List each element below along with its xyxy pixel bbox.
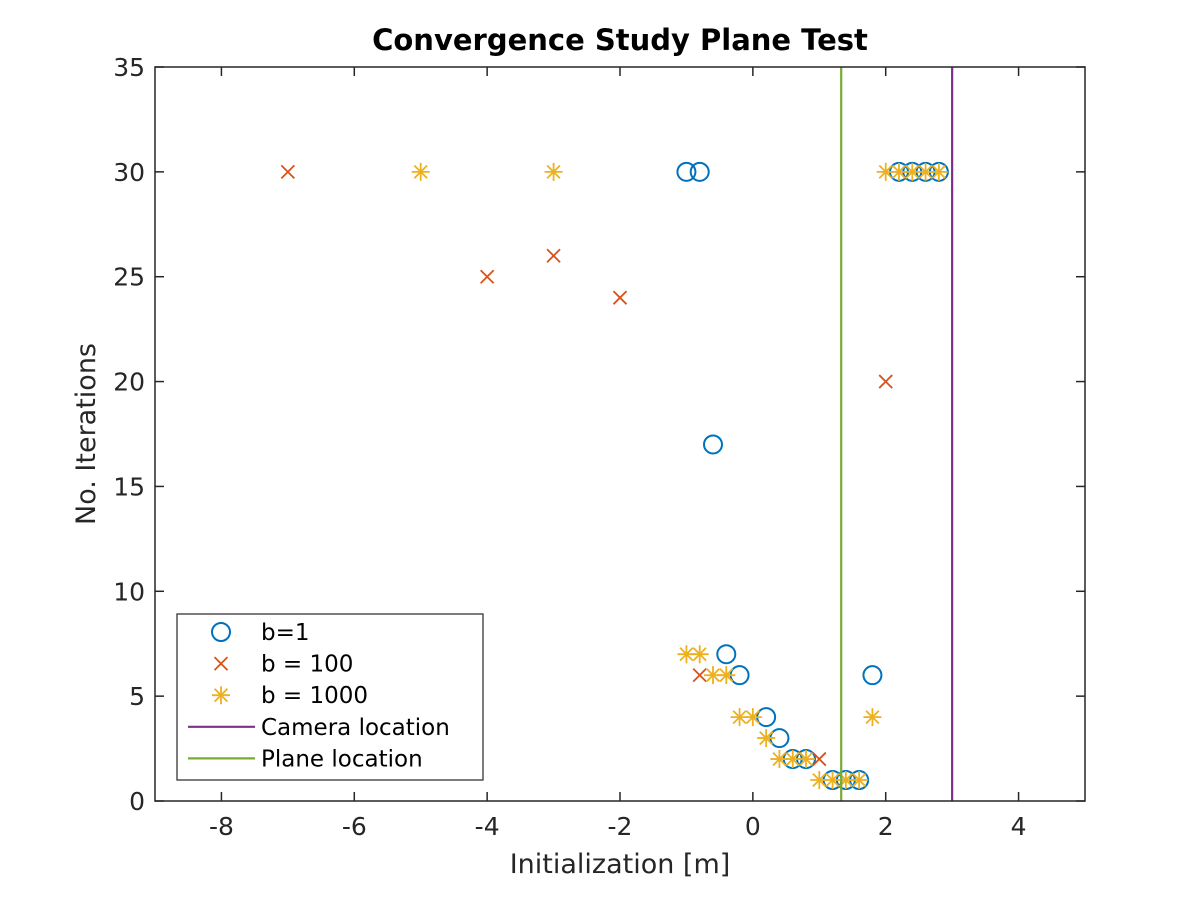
y-tick-label: 10 [113,577,145,606]
data-point [704,666,722,685]
data-point [716,644,737,665]
legend-label: Plane location [261,746,423,772]
data-point [823,771,842,790]
data-point [677,645,696,664]
legend-label: Camera location [261,715,450,741]
data-point [850,771,869,790]
x-tick-label: -8 [209,812,234,841]
data-point [878,374,893,389]
data-point [783,750,802,769]
legend-entry: b = 1000 [212,683,368,709]
legend-box [176,613,484,781]
data-point [890,162,908,181]
x-tick-label: -2 [608,812,633,841]
y-tick-label: 30 [113,158,145,187]
x-tick-label: 0 [745,812,761,841]
y-tick-label: 0 [129,787,145,816]
legend-entry: b = 100 [213,652,353,678]
x-tick-label: -6 [342,812,367,841]
data-point [812,751,827,767]
legend-marker [211,622,231,642]
legend-entry: b=1 [211,620,310,646]
x-axis-label: Initialization [m] [510,849,731,880]
data-point [862,665,883,686]
x-tick-label: 4 [1011,812,1027,841]
legend-label: b = 1000 [261,683,368,709]
data-point [411,162,430,181]
series-b-1000 [411,162,948,790]
data-point [689,161,710,182]
data-point [690,645,709,664]
y-tick-label: 25 [113,263,145,292]
y-axis-label: No. Iterations [71,343,102,525]
data-point [929,162,948,181]
y-tick-label: 15 [113,472,145,501]
data-point [280,164,295,179]
data-point [692,668,707,683]
data-point [876,162,895,181]
chart-title: Convergence Study Plane Test [372,23,868,57]
ticks-layer: -8 -6 -4 -2 0 2 4 0 5 10 15 20 25 30 35 [113,53,1085,841]
data-point [703,434,723,455]
data-point [544,162,563,181]
data-point [797,750,815,769]
data-point [730,708,749,727]
data-point [810,771,829,790]
data-point [863,708,882,727]
legend-label: b=1 [261,620,310,646]
data-point [717,666,736,685]
data-point [546,248,561,263]
series-layer [280,67,954,801]
legend-entry: Plane location [188,746,423,772]
data-point [743,708,762,727]
data-point [836,771,855,790]
x-tick-label: -4 [475,812,500,841]
y-tick-label: 20 [113,368,145,397]
legend-marker [212,686,230,705]
legend-label: b = 100 [261,652,353,678]
data-point [770,750,789,769]
x-tick-label: 2 [878,812,894,841]
data-point [757,729,776,748]
y-tick-label: 35 [113,53,145,82]
legend: b=1 b = 100 b = 1000 Camera location Plane l… [176,613,484,781]
series-b-100 [280,164,893,767]
y-tick-label: 5 [129,682,145,711]
data-point [612,290,628,305]
legend-entry: Camera location [188,715,450,741]
data-point [916,162,935,181]
data-point [903,162,922,181]
data-point [676,161,697,182]
data-point [480,269,495,284]
legend-marker [213,656,229,671]
